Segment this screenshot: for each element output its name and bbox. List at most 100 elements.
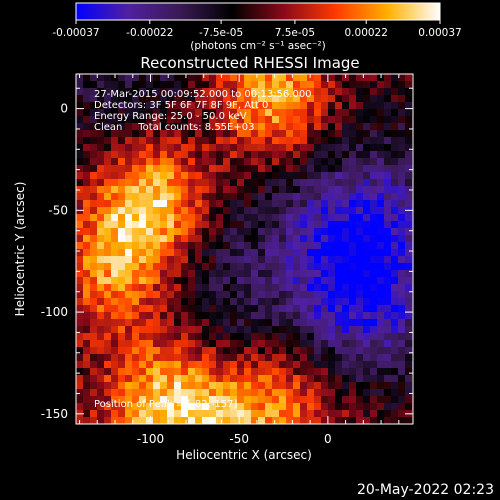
- heatmap-cell: [342, 305, 350, 313]
- heatmap-cell: [167, 368, 175, 376]
- heatmap-cell: [384, 123, 392, 131]
- heatmap-cell: [384, 319, 392, 327]
- heatmap-cell: [265, 417, 273, 424]
- heatmap-cell: [244, 410, 252, 418]
- heatmap-cell: [314, 340, 322, 348]
- heatmap-cell: [209, 305, 217, 313]
- heatmap-cell: [251, 354, 259, 362]
- heatmap-cell: [377, 396, 385, 404]
- heatmap-cell: [202, 305, 210, 313]
- heatmap-cell: [300, 221, 308, 229]
- heatmap-cell: [384, 151, 392, 159]
- heatmap-cell: [230, 109, 238, 117]
- heatmap-cell: [146, 256, 154, 264]
- heatmap-cell: [90, 165, 98, 173]
- heatmap-cell: [139, 74, 147, 82]
- heatmap-cell: [272, 403, 280, 411]
- heatmap-cell: [174, 88, 182, 96]
- heatmap-cell: [167, 186, 175, 194]
- heatmap-cell: [132, 284, 140, 292]
- heatmap-cell: [202, 193, 210, 201]
- heatmap-cell: [265, 284, 273, 292]
- heatmap-cell: [342, 319, 350, 327]
- heatmap-cell: [272, 410, 280, 418]
- heatmap-cell: [265, 291, 273, 299]
- heatmap-cell: [174, 277, 182, 285]
- heatmap-cell: [118, 270, 126, 278]
- heatmap-cell: [384, 109, 392, 117]
- heatmap-cell: [76, 249, 84, 257]
- heatmap-cell: [83, 361, 91, 369]
- heatmap-cell: [300, 137, 308, 145]
- heatmap-cell: [76, 88, 84, 96]
- heatmap-cell: [251, 333, 259, 341]
- heatmap-cell: [223, 193, 231, 201]
- heatmap-cell: [272, 277, 280, 285]
- axes: -100 -50 00-50-100-150: [41, 74, 413, 446]
- heatmap-cell: [118, 410, 126, 418]
- heatmap-cell: [188, 305, 196, 313]
- heatmap-cell: [223, 410, 231, 418]
- heatmap-cell: [132, 270, 140, 278]
- heatmap-cell: [111, 144, 119, 152]
- heatmap-cell: [97, 340, 105, 348]
- heatmap-cell: [230, 221, 238, 229]
- heatmap-cell: [216, 284, 224, 292]
- heatmap-cell: [405, 340, 413, 348]
- heatmap-cell: [251, 326, 259, 334]
- heatmap-cell: [83, 172, 91, 180]
- heatmap-cell: [90, 319, 98, 327]
- heatmap-cell: [370, 172, 378, 180]
- heatmap-cell: [293, 410, 301, 418]
- heatmap-cell: [181, 305, 189, 313]
- heatmap-cell: [286, 74, 294, 82]
- heatmap-cell: [335, 263, 343, 271]
- heatmap-cell: [188, 172, 196, 180]
- heatmap-cell: [188, 410, 196, 418]
- heatmap-cell: [237, 172, 245, 180]
- heatmap-cell: [363, 221, 371, 229]
- heatmap-cell: [146, 340, 154, 348]
- heatmap-cell: [293, 200, 301, 208]
- heatmap-cell: [244, 270, 252, 278]
- heatmap-cell: [104, 207, 112, 215]
- heatmap-cell: [391, 102, 399, 110]
- heatmap-cell: [265, 333, 273, 341]
- heatmap-cell: [174, 319, 182, 327]
- heatmap-cell: [146, 249, 154, 257]
- heatmap-cell: [363, 417, 371, 424]
- heatmap-cell: [384, 214, 392, 222]
- heatmap-cell: [90, 256, 98, 264]
- heatmap-cell: [272, 354, 280, 362]
- heatmap-cell: [335, 200, 343, 208]
- heatmap-cell: [76, 144, 84, 152]
- heatmap-cell: [321, 193, 329, 201]
- heatmap-cell: [279, 417, 287, 424]
- heatmap-cell: [349, 200, 357, 208]
- heatmap-cell: [209, 235, 217, 243]
- heatmap-cell: [265, 375, 273, 383]
- heatmap-cell: [363, 151, 371, 159]
- heatmap-cell: [125, 291, 133, 299]
- heatmap-cell: [272, 144, 280, 152]
- heatmap-cell: [377, 88, 385, 96]
- heatmap-cell: [146, 172, 154, 180]
- heatmap-cell: [223, 144, 231, 152]
- heatmap-cell: [104, 109, 112, 117]
- heatmap-cell: [398, 347, 406, 355]
- heatmap-cell: [286, 389, 294, 397]
- heatmap-cell: [363, 291, 371, 299]
- heatmap-cell: [356, 214, 364, 222]
- heatmap-cell: [300, 165, 308, 173]
- heatmap-cell: [335, 361, 343, 369]
- heatmap-cell: [118, 81, 126, 89]
- heatmap-cell: [370, 375, 378, 383]
- heatmap-cell: [307, 242, 315, 250]
- heatmap-cell: [258, 347, 266, 355]
- heatmap-cell: [188, 312, 196, 320]
- heatmap-cell: [321, 172, 329, 180]
- heatmap-cell: [97, 214, 105, 222]
- heatmap-cell: [174, 298, 182, 306]
- heatmap-cell: [300, 256, 308, 264]
- heatmap-cell: [188, 116, 196, 124]
